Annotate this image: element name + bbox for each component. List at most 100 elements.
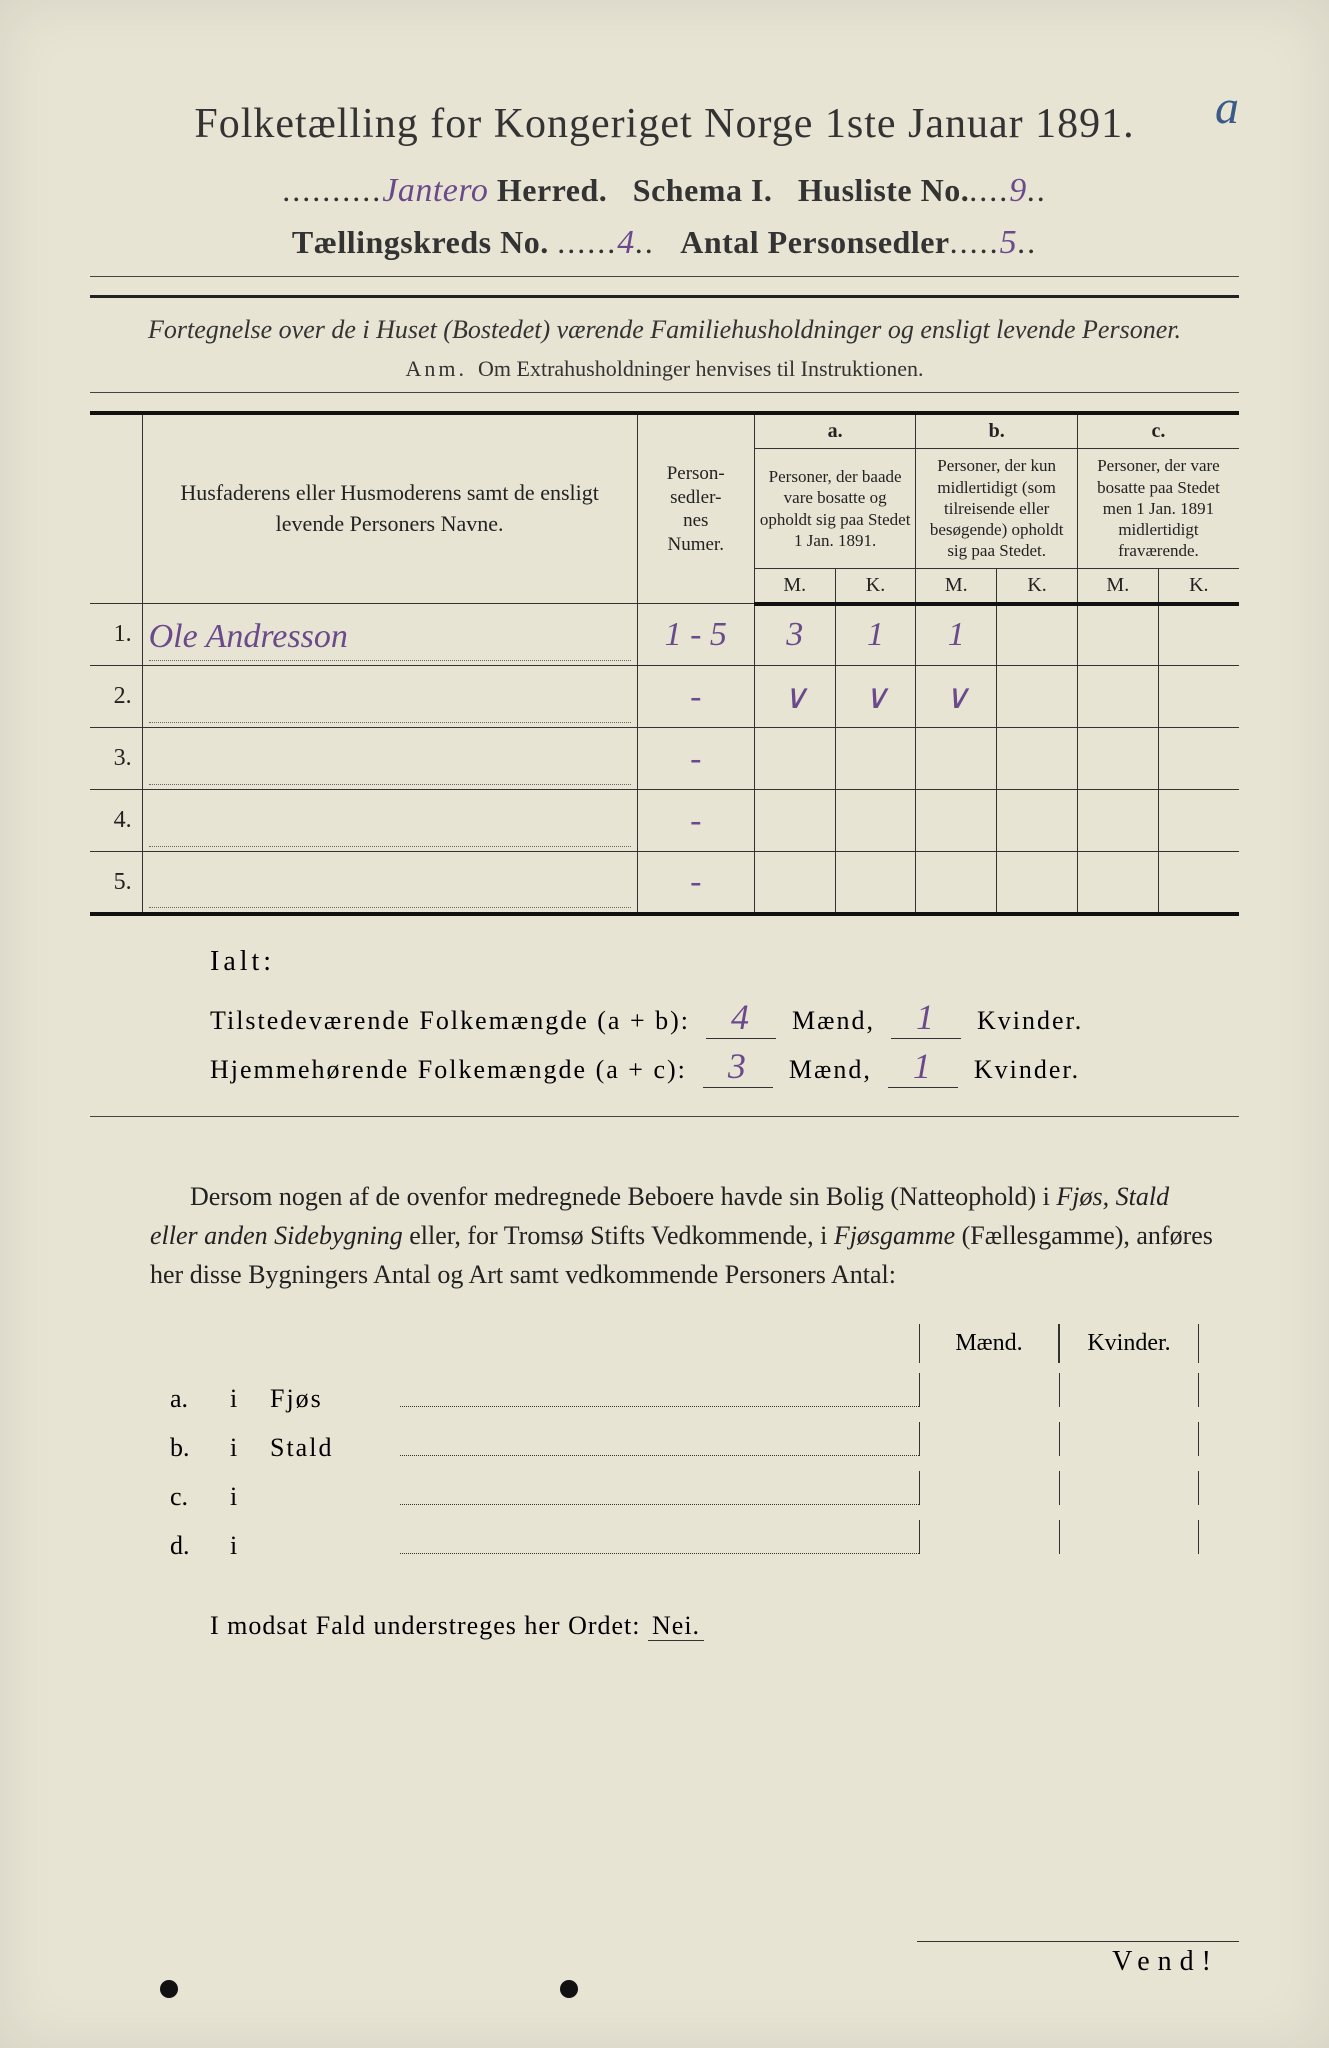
row-number: 4. <box>90 790 142 852</box>
abcd-label: Fjøs <box>270 1384 400 1414</box>
footer-rule <box>917 1941 1239 1942</box>
abcd-row: d.i <box>170 1520 1199 1561</box>
header-line-1: ..........Jantero Herred. Schema I. Husl… <box>90 172 1239 210</box>
mk-header: M. <box>916 568 997 604</box>
rule-thick <box>90 295 1239 298</box>
row-c-m <box>1077 666 1158 728</box>
row-number: 1. <box>90 604 142 666</box>
building-paragraph: Dersom nogen af de ovenfor medregnede Be… <box>150 1177 1219 1294</box>
row-b-k <box>997 852 1078 915</box>
col-a-text: Personer, der baade vare bosatte og opho… <box>754 449 916 568</box>
schema-label: Schema I. <box>633 172 773 208</box>
kreds-no: 4 <box>617 224 635 262</box>
row-number: 3. <box>90 728 142 790</box>
sum2-k: 1 <box>913 1045 933 1087</box>
abcd-dots <box>400 1406 919 1407</box>
antal-no: 5 <box>1000 224 1018 262</box>
abcd-dots <box>400 1455 919 1456</box>
dots: ..... <box>950 224 1000 260</box>
abcd-m-col <box>919 1422 1059 1456</box>
abcd-lead: d. <box>170 1531 230 1561</box>
row-a-k: 1 <box>835 604 916 666</box>
modsat-line: I modsat Fald understreges her Ordet: Ne… <box>210 1611 1239 1641</box>
abcd-k-col <box>1059 1520 1199 1554</box>
dots: .... <box>969 172 1009 208</box>
herred-label: Herred. <box>497 172 607 208</box>
anm-text: Om Extrahusholdninger henvises til Instr… <box>478 356 923 381</box>
sum1-m: 4 <box>731 996 751 1038</box>
abcd-dots <box>400 1504 919 1505</box>
row-b-m: ∨ <box>916 666 997 728</box>
maend-col-header: Mænd. <box>919 1324 1059 1363</box>
abcd-lead: c. <box>170 1482 230 1512</box>
corner-annotation: a <box>1215 80 1239 135</box>
abcd-lead: b. <box>170 1433 230 1463</box>
sum1-k: 1 <box>916 996 936 1038</box>
row-a-m <box>754 852 835 915</box>
row-number: 5. <box>90 852 142 915</box>
row-c-m <box>1077 604 1158 666</box>
abcd-i: i <box>230 1384 270 1414</box>
modsat-text: I modsat Fald understreges her Ordet: <box>210 1611 641 1640</box>
row-b-k <box>997 728 1078 790</box>
table-row: 4.- <box>90 790 1239 852</box>
abcd-i: i <box>230 1531 270 1561</box>
dots: .. <box>635 224 655 260</box>
col-a-label: a. <box>754 413 916 449</box>
row-name-cell <box>142 728 637 790</box>
header-line-2: Tællingskreds No. ......4.. Antal Person… <box>90 224 1239 262</box>
punch-hole <box>560 1980 578 1998</box>
sum-line-1: Tilstedeværende Folkemængde (a + b): 4 M… <box>210 996 1239 1039</box>
row-c-k <box>1158 604 1239 666</box>
abcd-k-col <box>1059 1471 1199 1505</box>
sum2-m: 3 <box>728 1045 748 1087</box>
row-c-k <box>1158 666 1239 728</box>
sum2-label: Hjemmehørende Folkemængde (a + c): <box>210 1055 687 1085</box>
row-name-cell: Ole Andresson <box>142 604 637 666</box>
row-a-m <box>754 790 835 852</box>
abcd-lead: a. <box>170 1384 230 1414</box>
abcd-i: i <box>230 1433 270 1463</box>
document-page: a Folketælling for Kongeriget Norge 1ste… <box>0 0 1329 2048</box>
mk-header: K. <box>997 568 1078 604</box>
col-names-header: Husfaderens eller Husmoderens samt de en… <box>142 413 637 603</box>
row-b-m <box>916 728 997 790</box>
col-b-text: Personer, der kun midlertidigt (som tilr… <box>916 449 1078 568</box>
anm-line: Anm. Om Extrahusholdninger henvises til … <box>90 356 1239 382</box>
abcd-row: b.iStald <box>170 1422 1199 1463</box>
abcd-m-col <box>919 1373 1059 1407</box>
row-person: - <box>637 852 754 915</box>
maend-label: Mænd, <box>792 1006 875 1036</box>
footer: Vend! <box>0 1941 1329 1978</box>
abcd-k-col <box>1059 1373 1199 1407</box>
row-name-cell <box>142 790 637 852</box>
row-c-m <box>1077 790 1158 852</box>
dots: .. <box>1017 224 1037 260</box>
row-name-cell <box>142 852 637 915</box>
table-row: 3.- <box>90 728 1239 790</box>
col-blank <box>90 413 142 603</box>
row-person: - <box>637 666 754 728</box>
abcd-m-col <box>919 1520 1059 1554</box>
row-name: Ole Andresson <box>149 618 348 656</box>
row-c-m <box>1077 728 1158 790</box>
dots: .. <box>1027 172 1047 208</box>
sum2-m-blank: 3 <box>703 1045 773 1088</box>
dots: ...... <box>557 224 617 260</box>
mk-header: M. <box>1077 568 1158 604</box>
dots: .......... <box>282 172 382 208</box>
abcd-k-col <box>1059 1422 1199 1456</box>
row-name-cell <box>142 666 637 728</box>
row-c-m <box>1077 852 1158 915</box>
mk-header: K. <box>1158 568 1239 604</box>
mk-header: K. <box>835 568 916 604</box>
rule <box>90 276 1239 277</box>
kvinder-label: Kvinder. <box>977 1006 1083 1036</box>
col-c-label: c. <box>1077 413 1239 449</box>
col-person-header: Person- sedler- nes Numer. <box>637 413 754 603</box>
row-b-m <box>916 852 997 915</box>
kvinder-col-header: Kvinder. <box>1059 1324 1199 1363</box>
sum2-k-blank: 1 <box>888 1045 958 1088</box>
herred-handwritten: Jantero <box>382 172 488 210</box>
row-c-k <box>1158 790 1239 852</box>
